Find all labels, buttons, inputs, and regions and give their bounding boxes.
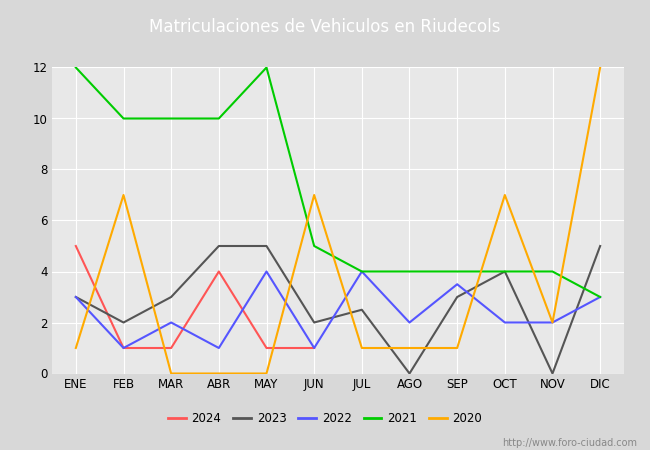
Text: Matriculaciones de Vehiculos en Riudecols: Matriculaciones de Vehiculos en Riudecol… <box>150 18 500 36</box>
Text: http://www.foro-ciudad.com: http://www.foro-ciudad.com <box>502 438 637 448</box>
Legend: 2024, 2023, 2022, 2021, 2020: 2024, 2023, 2022, 2021, 2020 <box>163 407 487 430</box>
